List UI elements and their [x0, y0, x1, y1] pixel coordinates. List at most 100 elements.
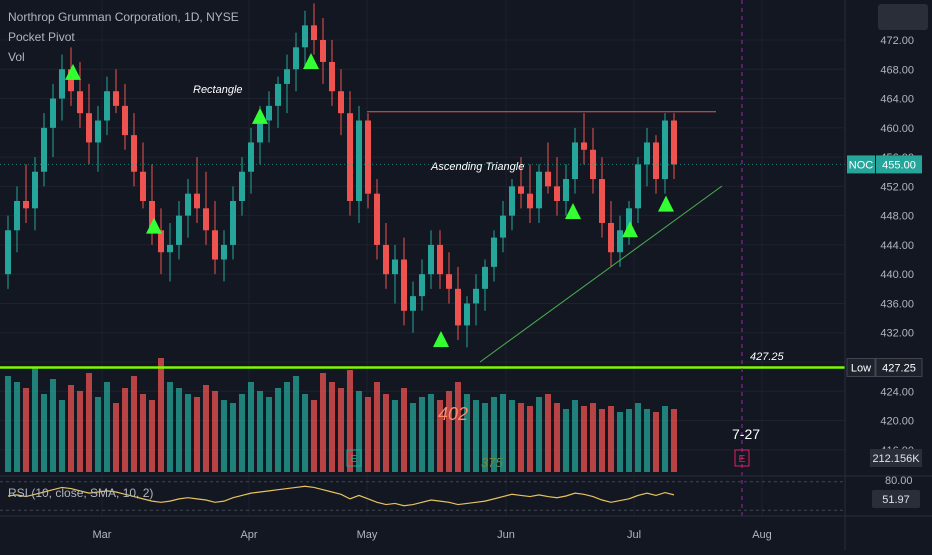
- candle-body: [482, 266, 488, 289]
- volume-bar: [410, 403, 416, 472]
- candle-body: [518, 186, 524, 194]
- candle-body: [5, 230, 11, 275]
- volume-bar: [59, 400, 65, 472]
- volume-bar: [104, 382, 110, 472]
- pocket-pivot-marker: [565, 202, 581, 219]
- candle-body: [113, 91, 119, 106]
- pocket-pivot-legend[interactable]: Pocket Pivot: [8, 30, 75, 44]
- candle-body: [77, 91, 83, 114]
- volume-bar: [203, 385, 209, 472]
- candle-body: [176, 215, 182, 245]
- volume-bar: [572, 400, 578, 472]
- time-tick-label: May: [357, 529, 378, 541]
- volume-bar: [527, 406, 533, 472]
- earnings-marker-label: E: [739, 454, 746, 465]
- candle-body: [500, 215, 506, 238]
- candle-body: [59, 69, 65, 99]
- pocket-pivot-marker: [252, 107, 268, 124]
- volume-bar: [311, 400, 317, 472]
- low-value-label: 427.25: [882, 362, 916, 374]
- earnings-marker: [734, 449, 750, 467]
- pocket-pivot-marker: [303, 52, 319, 69]
- candle-body: [554, 186, 560, 201]
- candle-body: [248, 142, 254, 172]
- volume-bar: [500, 394, 506, 472]
- candle-body: [545, 171, 551, 187]
- candle-body: [329, 61, 335, 92]
- volume-bar: [455, 382, 461, 472]
- volume-bar: [437, 400, 443, 472]
- candle-body: [194, 193, 200, 209]
- volume-bar: [626, 409, 632, 472]
- volume-bar: [23, 388, 29, 472]
- candle-body: [491, 237, 497, 267]
- low-value-box: [875, 357, 923, 377]
- volume-bar: [374, 382, 380, 472]
- candle-body: [671, 120, 677, 165]
- volume-bar: [563, 409, 569, 472]
- price-tag-box: [847, 155, 875, 174]
- volume-bar: [212, 391, 218, 472]
- volume-bar: [419, 397, 425, 472]
- volume-bar: [428, 394, 434, 472]
- time-tick-label: Apr: [240, 529, 257, 541]
- volume-bar: [302, 394, 308, 472]
- candle-body: [158, 230, 164, 253]
- candle-body: [122, 105, 128, 136]
- volume-bar: [140, 394, 146, 472]
- candle-body: [410, 296, 416, 311]
- time-tick-label: Jun: [497, 529, 515, 541]
- candle-body: [446, 274, 452, 289]
- candle-body: [635, 164, 641, 209]
- volume-bar: [392, 400, 398, 472]
- price-tick-label: 448.00: [880, 211, 914, 223]
- candle-body: [464, 303, 470, 326]
- volume-bar: [599, 409, 605, 472]
- volume-bar: [149, 400, 155, 472]
- candle-body: [311, 25, 317, 40]
- earnings-marker: [346, 449, 362, 467]
- candle-body: [302, 25, 308, 48]
- volume-bar: [581, 406, 587, 472]
- price-tick-label: 440.00: [880, 269, 914, 281]
- candle-body: [527, 193, 533, 209]
- candle-body: [644, 142, 650, 165]
- volume-bar: [320, 373, 326, 472]
- price-tick-label: 420.00: [880, 416, 914, 428]
- symbol-legend[interactable]: Northrop Grumman Corporation, 1D, NYSE: [8, 10, 239, 24]
- candle-body: [104, 91, 110, 121]
- volume-legend[interactable]: Vol: [8, 50, 25, 64]
- candle-body: [347, 113, 353, 201]
- candle-body: [212, 230, 218, 260]
- candle-body: [365, 120, 371, 194]
- candle-body: [140, 171, 146, 201]
- price-tick-label: 444.00: [880, 240, 914, 252]
- pocket-pivot-marker: [65, 63, 81, 80]
- volume-bar: [338, 388, 344, 472]
- candle-body: [617, 230, 623, 253]
- candle-body: [374, 193, 380, 245]
- price-tick-label: 436.00: [880, 298, 914, 310]
- candle-body: [338, 91, 344, 114]
- volume-bar: [185, 394, 191, 472]
- volume-bar: [194, 397, 200, 472]
- rsi-value-label: 51.97: [882, 494, 910, 506]
- rsi-title: RSI (10, close, SMA, 10, 2): [8, 486, 153, 500]
- rsi-line: [7, 485, 675, 507]
- volume-bar: [329, 382, 335, 472]
- candle-body: [653, 142, 659, 180]
- low-tag: Low: [851, 362, 871, 374]
- volume-bar: [554, 403, 560, 472]
- chart-toolbar-button[interactable]: [878, 4, 928, 30]
- candle-body: [536, 171, 542, 209]
- volume-bar: [464, 394, 470, 472]
- candle-body: [572, 142, 578, 180]
- volume-bar: [473, 400, 479, 472]
- candle-body: [230, 201, 236, 245]
- candle-body: [608, 222, 614, 253]
- candle-body: [662, 120, 668, 180]
- pocket-pivot-marker: [146, 217, 162, 234]
- volume-bar: [239, 394, 245, 472]
